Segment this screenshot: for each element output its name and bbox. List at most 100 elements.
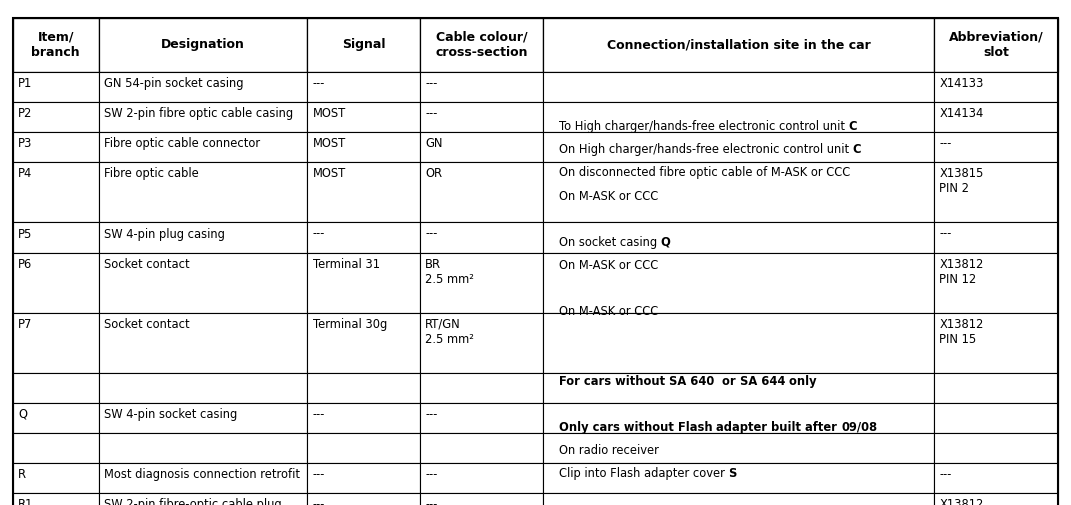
Bar — [99, 403, 307, 433]
Text: X13815
PIN 2: X13815 PIN 2 — [939, 168, 983, 195]
Bar — [420, 132, 543, 163]
Text: OR: OR — [425, 168, 442, 180]
Bar — [307, 102, 420, 132]
Bar — [13, 222, 99, 252]
Bar — [934, 72, 1058, 102]
Bar — [307, 18, 420, 72]
Bar — [99, 132, 307, 163]
Text: or: or — [714, 375, 740, 388]
Bar — [307, 72, 420, 102]
Text: 09/08: 09/08 — [841, 421, 877, 434]
Text: Flash: Flash — [678, 421, 712, 434]
Text: C: C — [853, 143, 861, 156]
Text: Connection/installation site in the car: Connection/installation site in the car — [606, 38, 871, 52]
Text: Designation: Designation — [161, 38, 245, 52]
Bar — [13, 493, 99, 505]
Text: ---: --- — [425, 498, 438, 505]
Text: On socket casing: On socket casing — [559, 236, 661, 249]
Text: Q: Q — [18, 408, 27, 421]
Bar — [543, 252, 934, 313]
Bar — [99, 493, 307, 505]
Bar — [934, 463, 1058, 493]
Text: BR
2.5 mm²: BR 2.5 mm² — [425, 258, 474, 285]
Bar — [934, 162, 1058, 222]
Bar — [13, 433, 99, 463]
Bar — [13, 403, 99, 433]
Text: On High charger/hands-free electronic control unit: On High charger/hands-free electronic co… — [559, 143, 853, 156]
Bar — [420, 463, 543, 493]
Bar — [307, 222, 420, 252]
Bar — [543, 222, 934, 252]
Bar — [420, 102, 543, 132]
Bar — [543, 132, 934, 163]
Text: Terminal 31: Terminal 31 — [313, 258, 380, 271]
Bar — [934, 433, 1058, 463]
Bar — [307, 313, 420, 373]
Bar — [13, 102, 99, 132]
Text: X14134: X14134 — [939, 108, 983, 120]
Text: P5: P5 — [18, 227, 32, 240]
Text: ---: --- — [425, 77, 438, 90]
Text: Only cars without: Only cars without — [559, 421, 678, 434]
Text: GN: GN — [425, 137, 442, 150]
Text: P3: P3 — [18, 137, 32, 150]
Text: P6: P6 — [18, 258, 32, 271]
Bar — [420, 252, 543, 313]
Text: ---: --- — [313, 468, 326, 481]
Bar — [934, 313, 1058, 373]
Text: ---: --- — [425, 108, 438, 120]
Bar — [420, 493, 543, 505]
Bar — [934, 373, 1058, 403]
Bar — [307, 252, 420, 313]
Text: Fibre optic cable connector: Fibre optic cable connector — [104, 137, 260, 150]
Text: only: only — [785, 375, 817, 388]
Bar — [543, 313, 934, 373]
Bar — [543, 493, 934, 505]
Bar — [934, 102, 1058, 132]
Bar — [543, 72, 934, 102]
Bar — [13, 463, 99, 493]
Bar — [13, 252, 99, 313]
Text: ---: --- — [939, 227, 952, 240]
Bar — [307, 433, 420, 463]
Bar — [420, 403, 543, 433]
Text: For cars without: For cars without — [559, 375, 669, 388]
Bar — [13, 72, 99, 102]
Bar — [543, 18, 934, 72]
Text: SA 644: SA 644 — [740, 375, 785, 388]
Text: R: R — [18, 468, 27, 481]
Bar — [307, 403, 420, 433]
Text: MOST: MOST — [313, 108, 346, 120]
Bar — [99, 252, 307, 313]
Text: RT/GN
2.5 mm²: RT/GN 2.5 mm² — [425, 318, 474, 345]
Text: P1: P1 — [18, 77, 32, 90]
Bar — [543, 433, 934, 463]
Bar — [307, 132, 420, 163]
Text: P4: P4 — [18, 168, 32, 180]
Text: GN 54-pin socket casing: GN 54-pin socket casing — [104, 77, 243, 90]
Bar — [99, 313, 307, 373]
Text: C: C — [848, 120, 857, 133]
Text: Socket contact: Socket contact — [104, 318, 190, 331]
Bar — [99, 18, 307, 72]
Text: On disconnected fibre optic cable of M-ASK or CCC: On disconnected fibre optic cable of M-A… — [559, 166, 850, 179]
Text: X14133: X14133 — [939, 77, 983, 90]
Bar — [934, 403, 1058, 433]
Text: ---: --- — [313, 227, 326, 240]
Text: SW 2-pin fibre-optic cable plug: SW 2-pin fibre-optic cable plug — [104, 498, 282, 505]
Bar — [99, 162, 307, 222]
Bar — [99, 102, 307, 132]
Bar — [934, 132, 1058, 163]
Bar — [543, 162, 934, 222]
Bar — [543, 403, 934, 433]
Bar — [99, 373, 307, 403]
Bar — [543, 102, 934, 132]
Text: Most diagnosis connection retrofit: Most diagnosis connection retrofit — [104, 468, 300, 481]
Bar — [99, 72, 307, 102]
Bar — [420, 162, 543, 222]
Text: ---: --- — [425, 408, 438, 421]
Text: Q: Q — [661, 236, 670, 249]
Text: ---: --- — [313, 498, 326, 505]
Text: On radio receiver: On radio receiver — [559, 444, 659, 457]
Text: MOST: MOST — [313, 168, 346, 180]
